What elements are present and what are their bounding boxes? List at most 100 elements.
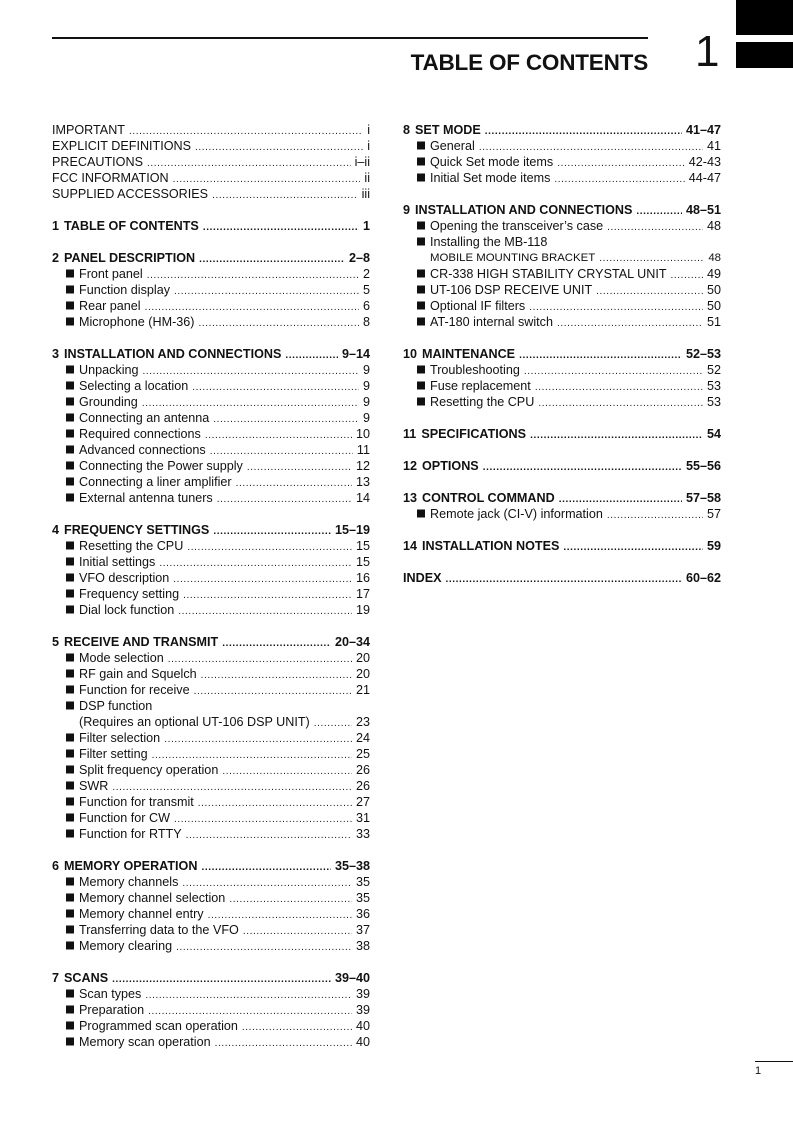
- toc-chapter-entry[interactable]: 1 TABLE OF CONTENTS 1: [52, 218, 370, 234]
- bullet-square-icon: [66, 653, 74, 662]
- toc-subentry[interactable]: Microphone (HM-36) 8: [52, 314, 370, 330]
- toc-entry[interactable]: IMPORTANT i: [52, 122, 370, 138]
- toc-subentry[interactable]: Opening the transceiver’s case 48: [403, 218, 721, 234]
- toc-subentry[interactable]: Filter selection 24: [52, 730, 370, 746]
- bullet-square-icon: [417, 301, 425, 310]
- toc-subentry[interactable]: RF gain and Squelch 20: [52, 666, 370, 682]
- toc-chapter-entry[interactable]: 14 INSTALLATION NOTES 59: [403, 538, 721, 554]
- toc-subentry[interactable]: Installing the MB-118: [403, 234, 721, 250]
- toc-subentry[interactable]: Advanced connections 11: [52, 442, 370, 458]
- dot-leader: [285, 348, 338, 364]
- entry-page: 37: [355, 923, 370, 937]
- toc-subentry[interactable]: Front panel 2: [52, 266, 370, 282]
- toc-subentry[interactable]: Function for RTTY 33: [52, 826, 370, 842]
- toc-subentry[interactable]: DSP function: [52, 698, 370, 714]
- toc-subentry[interactable]: Fuse replacement 53: [403, 378, 721, 394]
- entry-page: 50: [706, 299, 721, 313]
- toc-subentry[interactable]: Transferring data to the VFO 37: [52, 922, 370, 938]
- toc-subentry[interactable]: Preparation 39: [52, 1002, 370, 1018]
- toc-subentry[interactable]: Troubleshooting 52: [403, 362, 721, 378]
- toc-subentry[interactable]: Unpacking 9: [52, 362, 370, 378]
- toc-subentry[interactable]: VFO description 16: [52, 570, 370, 586]
- toc-chapter-entry[interactable]: 8 SET MODE 41–47: [403, 122, 721, 138]
- toc-subentry[interactable]: Scan types 39: [52, 986, 370, 1002]
- toc-chapter-entry[interactable]: 12 OPTIONS 55–56: [403, 458, 721, 474]
- toc-subentry[interactable]: SWR 26: [52, 778, 370, 794]
- entry-page: 19: [355, 603, 370, 617]
- toc-subentry[interactable]: Programmed scan operation 40: [52, 1018, 370, 1034]
- toc-subentry[interactable]: Function display 5: [52, 282, 370, 298]
- toc-subentry[interactable]: Function for transmit 27: [52, 794, 370, 810]
- toc-subentry[interactable]: Memory clearing 38: [52, 938, 370, 954]
- toc-subentry[interactable]: Split frequency operation 26: [52, 762, 370, 778]
- toc-subentry[interactable]: Dial lock function 19: [52, 602, 370, 618]
- toc-entry[interactable]: FCC INFORMATION ii: [52, 170, 370, 186]
- toc-subentry[interactable]: Memory channels 35: [52, 874, 370, 890]
- toc-subentry[interactable]: Frequency setting 17: [52, 586, 370, 602]
- dot-leader: [446, 572, 682, 588]
- toc-subentry[interactable]: Function for receive 21: [52, 682, 370, 698]
- entry-title: Grounding: [79, 395, 138, 409]
- toc-subentry[interactable]: Memory scan operation 40: [52, 1034, 370, 1050]
- toc-subentry[interactable]: Resetting the CPU 53: [403, 394, 721, 410]
- toc-subentry[interactable]: Function for CW 31: [52, 810, 370, 826]
- entry-page: 39: [355, 987, 370, 1001]
- toc-subentry[interactable]: Mode selection 20: [52, 650, 370, 666]
- dot-leader: [112, 972, 331, 988]
- toc-subentry[interactable]: Quick Set mode items 42-43: [403, 154, 721, 170]
- toc-subentry-continuation[interactable]: MOBILE MOUNTING BRACKET 48: [403, 250, 721, 266]
- chapter-number: 9: [403, 203, 411, 217]
- entry-title: SUPPLIED ACCESSORIES: [52, 187, 209, 201]
- toc-subentry[interactable]: Required connections 10: [52, 426, 370, 442]
- toc-subentry[interactable]: CR-338 HIGH STABILITY CRYSTAL UNIT 49: [403, 266, 721, 282]
- toc-subentry[interactable]: Initial Set mode items 44-47: [403, 170, 721, 186]
- toc-subentry[interactable]: Remote jack (CI-V) information 57: [403, 506, 721, 522]
- entry-title: Advanced connections: [79, 443, 206, 457]
- dot-leader: [213, 412, 359, 428]
- bullet-square-icon: [66, 557, 74, 566]
- toc-subentry[interactable]: Grounding 9: [52, 394, 370, 410]
- toc-subentry[interactable]: Connecting the Power supply 12: [52, 458, 370, 474]
- toc-subentry[interactable]: Initial settings 15: [52, 554, 370, 570]
- toc-chapter-entry[interactable]: 7 SCANS 39–40: [52, 970, 370, 986]
- bullet-square-icon: [66, 989, 74, 998]
- dot-leader: [607, 220, 703, 236]
- entry-page: 40: [355, 1035, 370, 1049]
- toc-chapter-entry[interactable]: 3 INSTALLATION AND CONNECTIONS 9–14: [52, 346, 370, 362]
- toc-subentry[interactable]: Resetting the CPU 15: [52, 538, 370, 554]
- toc-subentry[interactable]: External antenna tuners 14: [52, 490, 370, 506]
- toc-subentry-continuation[interactable]: (Requires an optional UT-106 DSP UNIT) 23: [52, 714, 370, 730]
- toc-chapter-entry[interactable]: 2 PANEL DESCRIPTION 2–8: [52, 250, 370, 266]
- toc-entry[interactable]: PRECAUTIONS i–ii: [52, 154, 370, 170]
- toc-subentry[interactable]: Optional IF filters 50: [403, 298, 721, 314]
- toc-subentry[interactable]: UT-106 DSP RECEIVE UNIT 50: [403, 282, 721, 298]
- entry-page: 42-43: [688, 155, 721, 169]
- toc-entry[interactable]: SUPPLIED ACCESSORIES iii: [52, 186, 370, 202]
- toc-entry[interactable]: EXPLICIT DEFINITIONS i: [52, 138, 370, 154]
- toc-subentry[interactable]: Selecting a location 9: [52, 378, 370, 394]
- toc-chapter-entry[interactable]: 10 MAINTENANCE 52–53: [403, 346, 721, 362]
- toc-chapter-entry[interactable]: 6 MEMORY OPERATION 35–38: [52, 858, 370, 874]
- entry-title: VFO description: [79, 571, 170, 585]
- chapter-number: 2: [52, 251, 60, 265]
- toc-chapter-entry[interactable]: 11 SPECIFICATIONS 54: [403, 426, 721, 442]
- toc-subentry[interactable]: Filter setting 25: [52, 746, 370, 762]
- toc-chapter-entry[interactable]: 5 RECEIVE AND TRANSMIT 20–34: [52, 634, 370, 650]
- toc-subentry[interactable]: AT-180 internal switch 51: [403, 314, 721, 330]
- entry-title: Memory scan operation: [79, 1035, 211, 1049]
- toc-subentry[interactable]: Connecting an antenna 9: [52, 410, 370, 426]
- bullet-square-icon: [417, 285, 425, 294]
- toc-chapter-entry[interactable]: 9 INSTALLATION AND CONNECTIONS 48–51: [403, 202, 721, 218]
- chapter-number: 4: [52, 523, 60, 537]
- bullet-square-icon: [66, 605, 74, 614]
- toc-subentry[interactable]: Rear panel 6: [52, 298, 370, 314]
- toc-subentry[interactable]: Connecting a liner amplifier 13: [52, 474, 370, 490]
- toc-chapter-entry[interactable]: 4 FREQUENCY SETTINGS 15–19: [52, 522, 370, 538]
- toc-subentry[interactable]: Memory channel selection 35: [52, 890, 370, 906]
- toc-chapter-entry[interactable]: INDEX 60–62: [403, 570, 721, 586]
- entry-title: Filter selection: [79, 731, 161, 745]
- toc-subentry[interactable]: Memory channel entry 36: [52, 906, 370, 922]
- toc-subentry[interactable]: General 41: [403, 138, 721, 154]
- toc-chapter-entry[interactable]: 13 CONTROL COMMAND 57–58: [403, 490, 721, 506]
